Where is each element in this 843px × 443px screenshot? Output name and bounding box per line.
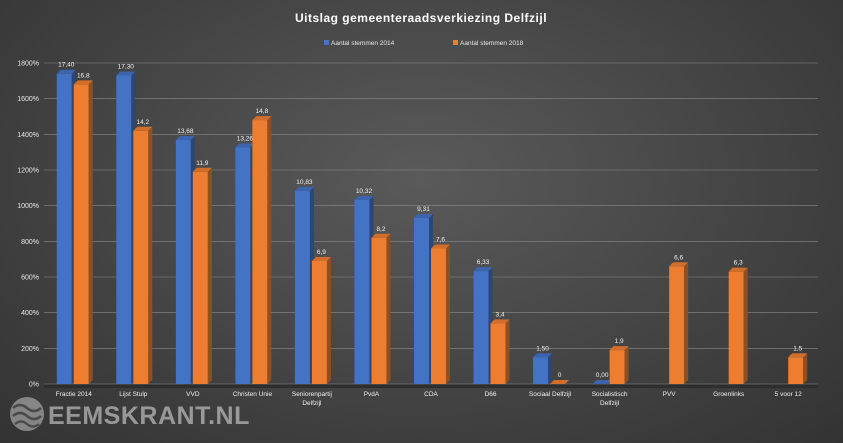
x-category-label: Fractie 2014: [56, 391, 93, 398]
bar-2014: [592, 380, 612, 384]
data-label: 0,00: [596, 372, 609, 379]
bar-2018: [252, 116, 272, 385]
bar-2014: [533, 353, 553, 384]
wave-logo-icon: [10, 397, 44, 431]
data-label: 13,68: [177, 128, 194, 135]
bar-2014: [116, 71, 136, 384]
legend-swatch-2018: [453, 40, 458, 45]
data-label: 1,50: [536, 345, 549, 352]
bar-2018: [550, 380, 570, 384]
bar-2018: [431, 244, 450, 384]
legend-swatch-2014: [324, 40, 329, 45]
x-category-label: Sociaal Delfzijl: [529, 391, 572, 398]
x-category-label: Lijst Stulp: [119, 391, 148, 398]
bar-2014: [354, 195, 374, 384]
data-label: 3,4: [496, 311, 505, 318]
bar-2014: [473, 267, 493, 384]
data-label: 1,9: [615, 338, 624, 345]
x-category-label: 5 voor 12: [775, 391, 802, 398]
bar-2018: [728, 267, 748, 384]
data-label: 6,9: [317, 249, 326, 256]
data-label: 17,30: [118, 63, 135, 70]
x-category-label: CDA: [424, 391, 438, 398]
bar-2014: [56, 69, 76, 384]
data-label: 7,6: [436, 236, 445, 243]
y-tick-label: 800%: [21, 239, 39, 246]
data-label: 11,9: [196, 160, 209, 167]
bar-2018: [311, 256, 331, 384]
y-tick-label: 600%: [21, 275, 39, 282]
data-label: 17,40: [58, 62, 75, 69]
x-category-label: PvdA: [364, 391, 380, 398]
gridlines: [44, 62, 818, 388]
y-tick-label: 1800%: [17, 61, 39, 68]
legend-label-2018: Aantal stemmen 2018: [460, 40, 524, 47]
bar-2018: [669, 262, 689, 384]
data-label: 14,2: [136, 119, 149, 126]
x-category-label: VVD: [186, 391, 200, 398]
watermark-brand: EEMSKRANT.NL: [48, 402, 250, 430]
x-category-label: Christen Unie: [233, 391, 273, 398]
data-label: 16,8: [77, 72, 90, 79]
data-label: 1,5: [793, 345, 802, 352]
x-axis: Fractie 2014 Lijst Stulp VVD Christen Unie S…: [56, 391, 802, 407]
data-label: 0: [558, 372, 562, 379]
y-tick-label: 1600%: [17, 96, 39, 103]
bar-2014: [414, 213, 433, 384]
data-label: 10,32: [356, 188, 373, 195]
y-tick-label: 0%: [29, 382, 39, 389]
legend: Aantal stemmen 2014 Aantal stemmen 2018: [324, 40, 524, 47]
y-tick-label: 1000%: [17, 203, 39, 210]
bar-2014: [235, 143, 255, 384]
x-category-label: Groenlinks: [713, 391, 745, 398]
y-tick-label: 200%: [21, 346, 39, 353]
y-tick-label: 1200%: [17, 168, 39, 175]
x-category-label: PVV: [663, 391, 677, 398]
bar-2018: [371, 233, 391, 384]
x-category-label: Socialistisch Delfzijl: [592, 391, 628, 407]
x-category-label: Seniorenpartij Delfzijl: [292, 391, 332, 407]
watermark: EEMSKRANT.NL: [10, 397, 250, 431]
data-label: 9,31: [417, 206, 430, 213]
bar-2014: [294, 186, 314, 384]
bar-2018: [490, 319, 510, 384]
data-label: 13,26: [237, 136, 254, 143]
y-axis: 0% 200% 400% 600% 800% 1000% 1200% 1400% 1600% 18…: [17, 61, 39, 389]
plot-floor: [44, 384, 818, 388]
bar-2018: [788, 353, 808, 384]
x-category-label: D66: [485, 391, 497, 398]
data-label: 8,2: [376, 226, 385, 233]
bar-2018: [192, 167, 212, 384]
bar-2018: [133, 126, 153, 384]
data-label: 10,83: [296, 179, 313, 186]
data-label: 6,6: [674, 254, 683, 261]
bar-2014: [175, 136, 195, 384]
chart-title: Uitslag gemeenteraadsverkiezing Delfzijl: [295, 11, 547, 25]
y-tick-label: 1400%: [17, 132, 39, 139]
bar-2018: [609, 346, 629, 384]
data-label: 6,33: [477, 259, 490, 266]
legend-label-2014: Aantal stemmen 2014: [331, 40, 395, 47]
data-label: 14,8: [256, 108, 269, 115]
y-tick-label: 400%: [21, 310, 39, 317]
data-label: 6,3: [734, 260, 743, 267]
bar-2018: [73, 80, 93, 385]
